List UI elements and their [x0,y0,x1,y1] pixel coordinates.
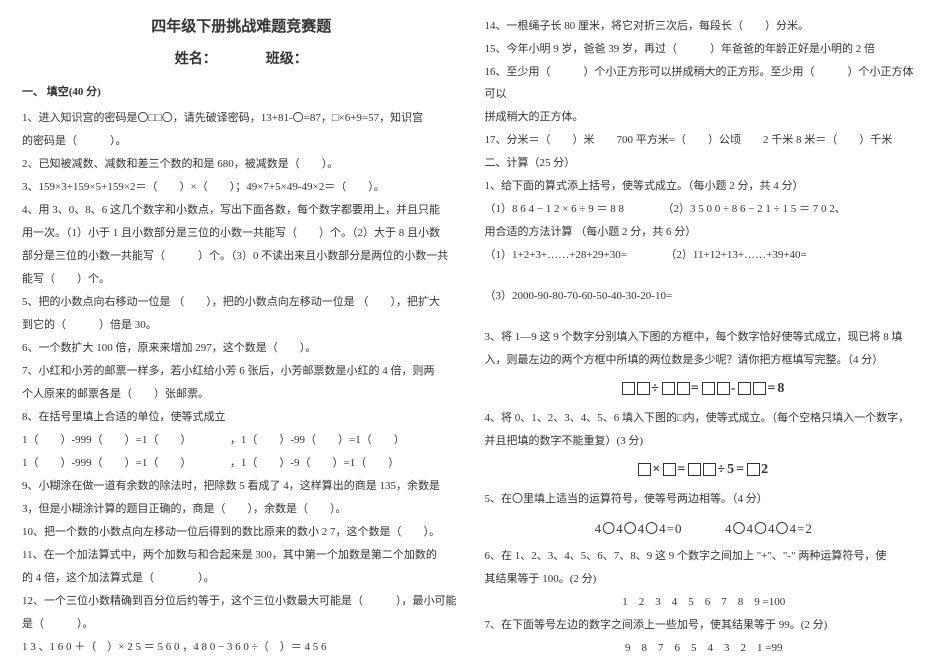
box-icon [717,382,730,395]
q17: 17、分米＝（ ）米 700 平方米=（ ）公顷 2 千米 8 米＝（ ）千米 [485,129,924,151]
q11: 11、在一个加法算式中，两个加数与和合起来是 300，其中第一个加数是第二个加数… [22,544,461,566]
c6: 6、在 1、2、3、4、5、6、7、8、9 这 9 个数字之间加上 "+"、"-… [485,545,924,567]
q12b: 是（ ）。 [22,613,461,635]
q9: 9、小糊涂在做一道有余数的除法时，把除数 5 看成了 4，这样算出的商是 135… [22,475,461,497]
box-icon [703,463,716,476]
doc-title: 四年级下册挑战难题竞赛题 [22,15,461,36]
spacer-2 [485,308,924,326]
c1b: 用合适的方法计算 （每小题 2 分，共 6 分） [485,221,924,243]
box-icon [753,382,766,395]
q1b: 的密码是（ ）。 [22,130,461,152]
box-icon [622,382,635,395]
box-icon [702,382,715,395]
c6b: 其结果等于 100。(2 分) [485,568,924,590]
c6c: 1 2 3 4 5 6 7 8 9 =100 [485,591,924,613]
q7: 7、小红和小芳的邮票一样多，若小红给小芳 6 张后，小芳邮票数是小红的 4 倍，… [22,360,461,382]
formula-2: ×=÷5=2 [485,462,924,478]
c4b: 并且把填的数字不能重复）(3 分) [485,430,924,452]
c1c: （1）1+2+3+……+28+29+30= （2）11+12+13+……+39+… [485,244,924,266]
c3b: 入，则最左边的两个方框中所填的两位数是多少呢？请你把方框填写完整。（4 分） [485,349,924,371]
c7b: 9 8 7 6 5 4 3 2 1 =99 [485,637,924,659]
box-icon [677,382,690,395]
q15: 15、今年小明 9 岁，爸爸 39 岁，再过（ ）年爸爸的年龄正好是小明的 2 … [485,38,924,60]
q3: 3、159×3+159×5+159×2＝（ ）×（ ）；49×7+5×49-49… [22,176,461,198]
name-label: 姓名： [175,52,217,67]
formula-3b: 4〇4〇4〇4=2 [725,521,813,536]
q14: 14、一根绳子长 80 厘米，将它对折三次后，每段长（ ）分米。 [485,15,924,37]
box-icon [637,382,650,395]
section-2-header: 二、计算（25 分） [485,152,924,174]
q11b: 的 4 倍，这个加法算式是（ ）。 [22,567,461,589]
q5b: 到它的（ ）倍是 30。 [22,314,461,336]
q8b: 1（ ）-999（ ）=1（ ） ，1（ ）-9（ ）=1（ ） [22,452,461,474]
q1: 1、进入知识宫的密码是〇□□〇，请先破译密码，13+81-〇=87，□×6+9=… [22,107,461,129]
left-column: 四年级下册挑战难题竞赛题 姓名： 班级： 一、 填空(40 分) 1、进入知识宫… [10,15,473,640]
q16: 16、至少用（ ）个小正方形可以拼成稍大的正方形。至少用（ ）个小正方体可以 [485,61,924,105]
q4d: 能写（ ）个。 [22,268,461,290]
q5: 5、把的小数点向右移动一位是 （ ），把的小数点向左移动一位是 （ ），把扩大 [22,291,461,313]
class-label: 班级： [266,52,308,67]
box-icon [738,382,751,395]
q10: 10、把一个数的小数点向左移动一位后得到的数比原来的数小 2 7，这个数是（ ）… [22,521,461,543]
doc-subtitle: 姓名： 班级： [22,48,461,68]
box-icon [688,463,701,476]
q9b: 3，但是小糊涂计算的题目正确的，商是（ ），余数是（ ）。 [22,498,461,520]
c1a: （1）8 6 4 − 1 2 × 6 ÷ 9 ＝ 8 8 （2）3 5 0 0 … [485,198,924,220]
formula-1: ÷=-=8 [485,381,924,397]
c1: 1、给下面的算式添上括号，使等式成立。（每小题 2 分，共 4 分） [485,175,924,197]
q4b: 用一次。（1）小于 1 且小数部分是三位的小数一共能写（ ）个。（2）大于 8 … [22,222,461,244]
formula-3: 4〇4〇4〇4=0 4〇4〇4〇4=2 [485,518,924,537]
box-icon [638,463,651,476]
c7: 7、在下面等号左边的数字之间添上一些加号，使其结果等于 99。(2 分) [485,614,924,636]
q8: 8、在括号里填上合适的单位，使等式成立 [22,406,461,428]
c3: 3、将 1—9 这 9 个数字分别填入下图的方框中，每个数字恰好使等式成立，现已… [485,326,924,348]
formula-3a: 4〇4〇4〇4=0 [595,521,683,536]
c5: 5、在〇里填上适当的运算符号，使等号两边相等。（4 分） [485,488,924,510]
q8a: 1（ ）-999（ ）=1（ ） ，1（ ）-99（ ）=1（ ） [22,429,461,451]
q12: 12、一个三位小数精确到百分位后约等于，这个三位小数最大可能是（ ），最小可能 [22,590,461,612]
q4: 4、用 3、0、8、6 这几个数字和小数点，写出下面各数，每个数字都要用上，并且… [22,199,461,221]
q4c: 部分是三位的小数一共能写（ ）个。（3）0 不读出来且小数部分是两位的小数一共 [22,245,461,267]
q6: 6、一个数扩大 100 倍，原来来增加 297，这个数是（ ）。 [22,337,461,359]
spacer-1 [485,267,924,285]
box-icon [663,463,676,476]
c1d: （3）2000-90-80-70-60-50-40-30-20-10= [485,285,924,307]
box-icon [747,463,760,476]
section-1-header: 一、 填空(40 分) [22,83,461,99]
q16b: 拼成稍大的正方体。 [485,106,924,128]
box-icon [662,382,675,395]
q7b: 个人原来的邮票各是（ ）张邮票。 [22,383,461,405]
right-column: 14、一根绳子长 80 厘米，将它对折三次后，每段长（ ）分米。 15、今年小明… [473,15,936,640]
c4: 4、将 0、1、2、3、4、5、6 填入下图的□内，使等式成立。（每个空格只填入… [485,407,924,429]
q2: 2、已知被减数、减数和差三个数的和是 680，被减数是（ ）。 [22,153,461,175]
